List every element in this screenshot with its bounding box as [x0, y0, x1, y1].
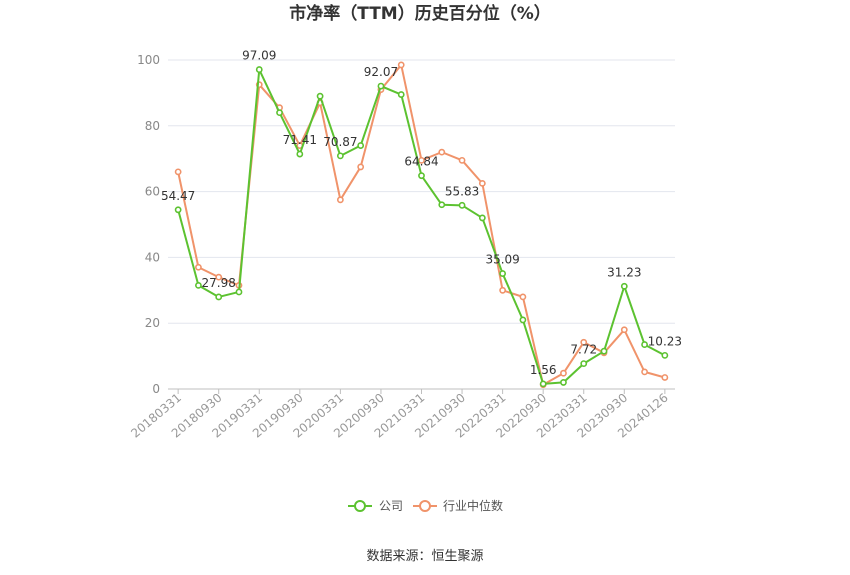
industry-median-point[interactable] — [499, 286, 507, 294]
series — [174, 61, 669, 389]
data-label: 54.47 — [161, 189, 195, 203]
y-tick-label: 80 — [145, 119, 160, 133]
data-label: 1.56 — [530, 363, 557, 377]
company-point[interactable] — [377, 82, 385, 90]
company-point[interactable] — [255, 66, 263, 73]
industry-median-point[interactable] — [620, 326, 628, 334]
company-point[interactable] — [499, 270, 507, 277]
data-source: 数据来源：恒生聚源 — [366, 549, 483, 564]
y-tick-label: 0 — [152, 382, 160, 396]
series-line-company — [177, 68, 666, 385]
data-label: 70.87 — [323, 135, 357, 149]
data-labels: 54.47 27.98 97.09 71.41 70.87 92.07 64.84 55.83… — [161, 49, 682, 377]
data-label: 7.72 — [570, 343, 597, 357]
data-label: 97.09 — [242, 49, 276, 63]
y-tick-label: 20 — [145, 316, 160, 330]
data-label: 55.83 — [445, 184, 479, 198]
company-point[interactable] — [539, 380, 547, 388]
data-label: 27.98 — [202, 276, 236, 290]
company-point[interactable] — [215, 293, 223, 301]
industry-median-point[interactable] — [519, 293, 527, 301]
company-point[interactable] — [276, 109, 283, 117]
industry-median-point[interactable] — [195, 263, 202, 271]
company-point[interactable] — [519, 316, 527, 324]
industry-median-point[interactable] — [580, 338, 588, 346]
y-tick-label: 60 — [145, 185, 160, 199]
company-point[interactable] — [235, 288, 243, 296]
data-label: 10.23 — [648, 334, 682, 348]
industry-median-point[interactable] — [215, 273, 223, 281]
legend-item-company[interactable]: 公司 — [348, 499, 403, 513]
legend-item-industry-median[interactable]: 行业中位数 — [413, 498, 503, 513]
industry-median-point[interactable] — [418, 156, 425, 164]
industry-median-point[interactable] — [397, 61, 405, 69]
series-line-industry-median — [177, 63, 666, 386]
company-point[interactable] — [316, 92, 324, 100]
industry-median-point[interactable] — [336, 196, 344, 204]
data-label: 64.84 — [404, 155, 438, 169]
industry-median-point[interactable] — [174, 168, 182, 176]
chart-title: 市净率（TTM）历史百分位（%） — [289, 3, 551, 24]
data-label: 92.07 — [364, 65, 398, 79]
company-point[interactable] — [620, 282, 628, 290]
industry-median-point[interactable] — [478, 179, 486, 187]
company-point[interactable] — [296, 150, 304, 158]
company-point[interactable] — [580, 360, 588, 368]
company-point[interactable] — [195, 281, 202, 289]
grid — [168, 59, 675, 324]
company-point[interactable] — [600, 347, 608, 355]
company-point[interactable] — [174, 206, 182, 214]
legend-company-marker — [354, 500, 366, 512]
company-point[interactable] — [458, 201, 466, 209]
data-label: 31.23 — [607, 265, 641, 279]
industry-median-point[interactable] — [357, 163, 365, 171]
company-point[interactable] — [641, 341, 648, 348]
industry-median-point[interactable] — [661, 374, 669, 381]
company-point[interactable] — [478, 214, 486, 222]
company-point[interactable] — [438, 201, 446, 209]
legend-industry-label: 行业中位数 — [443, 498, 503, 513]
y-tick-label: 40 — [145, 250, 160, 264]
y-tick-label: 100 — [137, 53, 160, 67]
industry-median-point[interactable] — [560, 369, 567, 377]
company-point[interactable] — [357, 142, 365, 149]
industry-median-point[interactable] — [438, 148, 446, 156]
legend-company-label: 公司 — [379, 499, 403, 513]
company-point[interactable] — [418, 172, 425, 180]
data-label: 71.41 — [283, 133, 317, 147]
company-point[interactable] — [661, 351, 669, 359]
company-point[interactable] — [336, 152, 344, 160]
industry-median-point[interactable] — [641, 368, 648, 376]
legend-industry-marker — [419, 500, 431, 512]
data-label: 35.09 — [485, 253, 519, 267]
company-point[interactable] — [397, 91, 405, 98]
legend: 公司 行业中位数 — [348, 498, 503, 513]
industry-median-point[interactable] — [458, 156, 466, 164]
company-point[interactable] — [560, 379, 567, 386]
axes: 0204060801002018033120180930201903312019… — [128, 53, 675, 441]
